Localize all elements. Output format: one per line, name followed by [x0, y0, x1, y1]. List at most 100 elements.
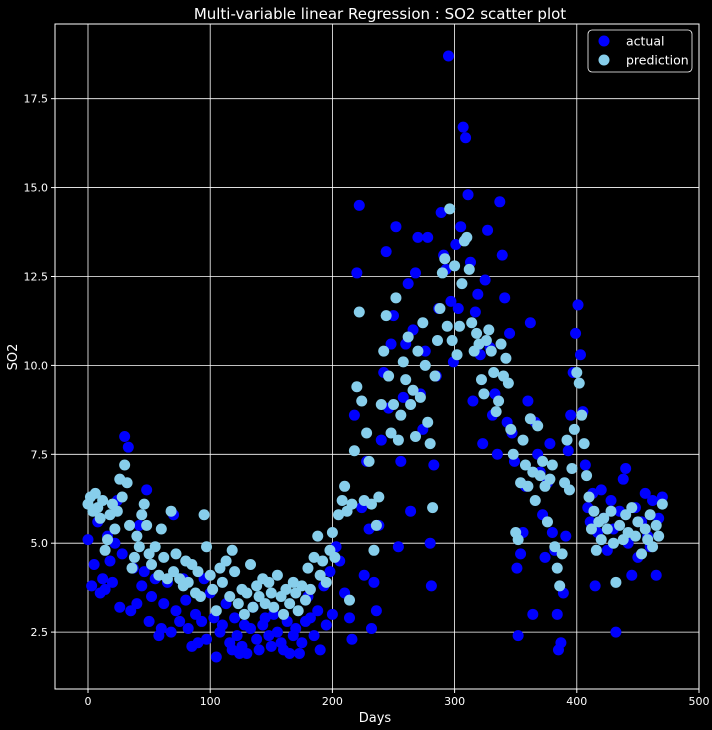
- prediction-point: [284, 598, 296, 610]
- actual-point: [122, 441, 134, 453]
- actual-point: [253, 644, 265, 656]
- prediction-point: [351, 381, 363, 393]
- prediction-point: [546, 459, 558, 471]
- prediction-point: [581, 470, 593, 482]
- x-tick-label: 500: [689, 695, 710, 708]
- actual-point: [504, 327, 516, 339]
- x-tick-label: 200: [322, 695, 343, 708]
- prediction-point: [253, 591, 265, 603]
- prediction-point: [348, 445, 360, 457]
- prediction-point: [512, 534, 524, 546]
- y-tick-label: 2.5: [31, 626, 49, 639]
- actual-point: [136, 580, 148, 592]
- prediction-point: [128, 551, 140, 563]
- prediction-point: [614, 519, 626, 531]
- prediction-point: [578, 438, 590, 450]
- actual-point: [155, 623, 167, 635]
- actual-point: [610, 626, 622, 638]
- prediction-point: [463, 263, 475, 275]
- actual-point: [241, 647, 253, 659]
- prediction-point: [111, 505, 123, 517]
- prediction-point: [402, 331, 414, 343]
- prediction-point: [427, 502, 439, 514]
- actual-point: [424, 537, 436, 549]
- prediction-point: [165, 505, 177, 517]
- prediction-point: [537, 455, 549, 467]
- actual-point: [138, 566, 150, 578]
- prediction-point: [361, 427, 373, 439]
- prediction-point: [302, 562, 314, 574]
- prediction-point: [356, 395, 368, 407]
- prediction-point: [268, 601, 280, 613]
- data-points: [82, 50, 668, 663]
- prediction-point: [192, 566, 204, 578]
- actual-point: [647, 495, 659, 507]
- prediction-point: [278, 608, 290, 620]
- actual-point: [146, 591, 158, 603]
- x-tick-label: 400: [566, 695, 587, 708]
- actual-point: [326, 608, 338, 620]
- actual-point: [650, 569, 662, 581]
- actual-point: [479, 274, 491, 286]
- prediction-point: [224, 591, 236, 603]
- legend-label-prediction: prediction: [626, 53, 689, 68]
- prediction-point: [161, 573, 173, 585]
- actual-point: [562, 445, 574, 457]
- prediction-point: [644, 509, 656, 521]
- prediction-point: [168, 566, 180, 578]
- prediction-point: [182, 576, 194, 588]
- prediction-point: [201, 541, 213, 553]
- actual-point: [555, 637, 567, 649]
- prediction-point: [439, 253, 451, 265]
- actual-point: [395, 455, 407, 467]
- prediction-point: [400, 374, 412, 386]
- prediction-point: [656, 498, 668, 510]
- prediction-point: [353, 306, 365, 318]
- prediction-point: [517, 434, 529, 446]
- prediction-point: [576, 409, 588, 421]
- actual-point: [402, 278, 414, 290]
- actual-point: [392, 541, 404, 553]
- prediction-point: [370, 519, 382, 531]
- prediction-point: [480, 334, 492, 346]
- actual-point: [290, 623, 302, 635]
- actual-point: [174, 615, 186, 627]
- prediction-point: [507, 448, 519, 460]
- y-tick-label: 12.5: [24, 270, 49, 283]
- prediction-point: [326, 527, 338, 539]
- prediction-point: [385, 427, 397, 439]
- actual-point: [620, 463, 632, 475]
- prediction-point: [441, 320, 453, 332]
- actual-point: [125, 605, 137, 617]
- prediction-point: [119, 459, 131, 471]
- prediction-point: [451, 349, 463, 361]
- prediction-point: [636, 548, 648, 560]
- prediction-point: [186, 559, 198, 571]
- prediction-point: [407, 384, 419, 396]
- prediction-point: [383, 370, 395, 382]
- prediction-point: [143, 548, 155, 560]
- prediction-point: [585, 523, 597, 535]
- prediction-point: [99, 544, 111, 556]
- actual-point: [196, 615, 208, 627]
- prediction-point: [653, 530, 665, 542]
- prediction-point: [456, 278, 468, 290]
- prediction-point: [138, 498, 150, 510]
- actual-point: [271, 626, 283, 638]
- prediction-point: [502, 377, 514, 389]
- actual-point: [82, 534, 94, 546]
- prediction-point: [265, 587, 277, 599]
- actual-point: [452, 302, 464, 314]
- actual-point: [86, 580, 98, 592]
- legend-marker-prediction: [598, 54, 610, 66]
- actual-point: [143, 615, 155, 627]
- actual-point: [320, 619, 332, 631]
- actual-point: [605, 495, 617, 507]
- prediction-point: [378, 345, 390, 357]
- actual-point: [182, 623, 194, 635]
- actual-point: [141, 484, 153, 496]
- prediction-point: [210, 605, 222, 617]
- prediction-point: [290, 587, 302, 599]
- actual-point: [104, 555, 116, 567]
